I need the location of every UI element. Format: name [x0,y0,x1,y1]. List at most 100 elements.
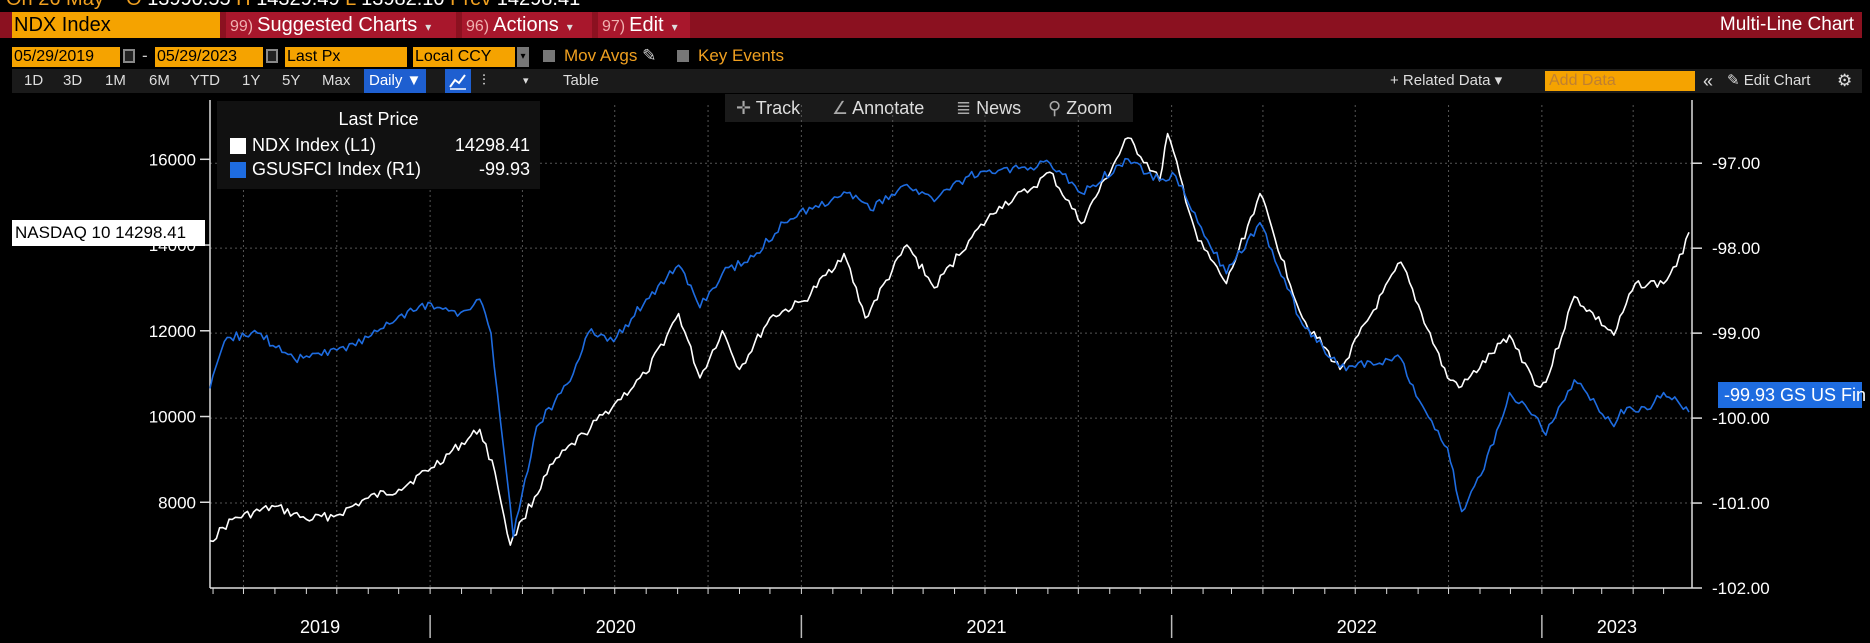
last-price-tag-right: -99.93 GS US Fin [1718,382,1866,408]
key-events-label[interactable]: Key Events [698,46,784,65]
high-label: H [236,0,250,10]
news-icon: ≣ [956,98,972,118]
collapse-icon[interactable]: « [1703,71,1714,91]
menu-number: 99) [230,18,254,35]
legend-swatch-gsusfci [230,162,246,178]
legend-item-gsusfci[interactable]: GSUSFCI Index (R1) [252,159,422,179]
chevron-down-icon[interactable]: ▾ [517,47,529,67]
x-axis-year-label: 2020 [596,617,636,637]
x-axis-year-label: 2023 [1597,617,1637,637]
add-data-input[interactable]: Add Data [1545,71,1695,91]
legend-value-gsusfci: -99.93 [478,159,530,179]
quote-line: On 26 May O 13990.55 H 14329.49 L 13982.… [0,0,1870,10]
line-chart-icon[interactable] [445,69,471,93]
right-axis-tick-label: -102.00 [1712,579,1770,598]
related-data-button[interactable]: + Related Data ▾ [1390,72,1503,89]
chevron-down-icon: ▾ [671,20,678,34]
x-axis-year-label: 2021 [966,617,1006,637]
prev-value: 14298.41 [497,0,580,10]
pencil-icon[interactable]: ✎ [642,46,657,65]
date-separator: - [142,46,148,65]
calendar-icon[interactable] [123,49,135,63]
annotate-tool[interactable]: ∠ Annotate [832,94,924,122]
x-axis-year-label: 2022 [1337,617,1377,637]
right-axis-tick-label: -101.00 [1712,494,1770,513]
high-value: 14329.49 [256,0,339,10]
period-ytd[interactable]: YTD [190,72,220,89]
legend-value-ndx: 14298.41 [454,135,530,155]
open-label: O [126,0,142,10]
key-events-checkbox[interactable] [677,50,689,62]
right-axis-tick-label: -99.00 [1712,324,1760,343]
mov-avgs-checkbox[interactable] [543,50,555,62]
legend-title: Last Price [338,109,419,129]
end-date-field[interactable]: 05/29/2023 [155,47,263,67]
suggested-charts-menu[interactable]: 99) Suggested Charts ▾ [226,12,456,38]
zoom-label: Zoom [1066,98,1113,118]
mov-avgs-label[interactable]: Mov Avgs ✎ [564,46,656,66]
bar-chart-icon[interactable]: ⫶ [482,72,486,89]
calendar-icon[interactable] [266,49,278,63]
menu-number: 97) [602,18,626,35]
open-value: 13990.55 [147,0,230,10]
series-lines [209,132,1690,546]
ticker-input[interactable]: NDX Index [12,12,220,38]
edit-chart-label: Edit Chart [1743,72,1811,89]
start-date-field[interactable]: 05/29/2019 [12,47,120,67]
period-1d[interactable]: 1D [24,72,44,89]
edit-menu[interactable]: 97) Edit ▾ [598,12,690,38]
period-6m[interactable]: 6M [149,72,170,89]
low-value: 13982.10 [361,0,444,10]
pencil-icon: ∠ [832,98,849,118]
mov-avgs-text: Mov Avgs [564,46,638,65]
gear-icon[interactable]: ⚙ [1837,71,1853,90]
chevron-down-icon: ▾ [566,20,573,34]
crosshair-icon: ✛ [736,98,752,118]
menu-label: Actions [493,14,559,36]
period-3d[interactable]: 3D [63,72,83,89]
track-label: Track [755,98,801,118]
period-5y[interactable]: 5Y [282,72,301,89]
x-axis-year-label: 2019 [300,617,340,637]
left-axis-tick-label: 16000 [149,150,196,169]
chart-type-title: Multi-Line Chart [1719,14,1854,35]
zoom-tool[interactable]: ⚲ Zoom [1048,94,1112,122]
quote-date: On 26 May [6,0,104,10]
chevron-down-icon[interactable]: ▾ [523,75,529,87]
low-label: L [345,0,355,10]
pencil-icon: ✎ [1727,72,1740,89]
period-1m[interactable]: 1M [105,72,126,89]
frequency-select[interactable]: Daily ▼ [364,69,427,93]
left-axis-tick-label: 8000 [158,493,196,512]
right-axis-tick-label: -97.00 [1712,154,1760,173]
chevron-down-icon: ▾ [425,20,432,34]
left-axis-tick-label: 10000 [149,408,196,427]
edit-chart-button[interactable]: ✎ Edit Chart [1727,69,1810,93]
right-axis-tick-label: -98.00 [1712,239,1760,258]
left-axis-tick-label: 12000 [149,322,196,341]
table-button[interactable]: Table [563,72,599,89]
price-field-select[interactable]: Last Px [285,47,407,67]
search-icon: ⚲ [1048,98,1062,118]
right-axis-tick-label: -100.00 [1712,409,1770,428]
menu-label: Suggested Charts [257,14,418,36]
series-line-gsusfci [209,157,1690,538]
prev-label: Prev [450,0,491,10]
last-price-tag-left: NASDAQ 10 14298.41 [12,220,205,246]
period-max[interactable]: Max [322,72,351,89]
period-1y[interactable]: 1Y [242,72,261,89]
news-tool[interactable]: ≣ News [956,94,1021,122]
currency-select[interactable]: Local CCY [413,47,515,67]
news-label: News [976,98,1022,118]
track-tool[interactable]: ✛ Track [736,94,800,122]
legend-item-ndx[interactable]: NDX Index (L1) [252,135,377,155]
actions-menu[interactable]: 96) Actions ▾ [462,12,592,38]
series-line-ndx [209,132,1690,546]
annotate-label: Annotate [852,98,925,118]
axes: -97.00 -98.00 -99.00 -100.00 -101.00 -102.00 8… [149,100,1770,638]
legend-swatch-ndx [230,138,246,154]
chart-tools-bar [725,94,1133,122]
menu-number: 96) [466,18,490,35]
legend [217,101,540,189]
